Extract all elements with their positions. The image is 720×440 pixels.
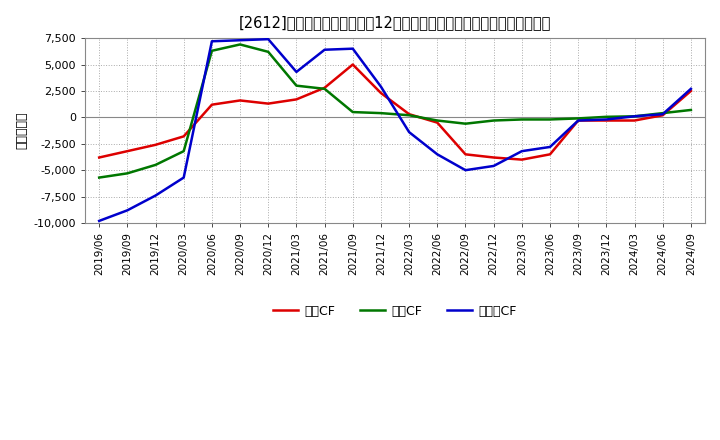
営業CF [377,90,385,95]
投資CF [348,110,357,115]
フリーCF [687,86,696,92]
投資CF [405,113,413,118]
営業CF [490,155,498,160]
投資CF [179,149,188,154]
投資CF [95,175,104,180]
フリーCF [518,149,526,154]
投資CF [235,42,244,47]
営業CF [207,102,216,107]
投資CF [320,86,329,92]
営業CF [658,113,667,118]
フリーCF [462,168,470,173]
営業CF [405,112,413,117]
営業CF [292,97,301,102]
投資CF [151,162,160,168]
フリーCF [658,112,667,117]
Line: 営業CF: 営業CF [99,65,691,160]
フリーCF [377,84,385,89]
Y-axis label: （百万円）: （百万円） [15,112,28,149]
投資CF [207,48,216,53]
投資CF [602,114,611,120]
フリーCF [292,69,301,74]
投資CF [292,83,301,88]
フリーCF [348,46,357,51]
フリーCF [123,208,132,213]
フリーCF [264,37,273,42]
営業CF [348,62,357,67]
Title: [2612]　キャッシュフローの12か月移動合計の対前年同期増減額の推移: [2612] キャッシュフローの12か月移動合計の対前年同期増減額の推移 [239,15,552,30]
フリーCF [235,37,244,43]
営業CF [320,85,329,90]
営業CF [602,118,611,123]
投資CF [658,110,667,116]
投資CF [574,116,582,121]
フリーCF [320,47,329,52]
投資CF [264,49,273,55]
フリーCF [433,152,441,157]
フリーCF [405,129,413,135]
営業CF [433,120,441,125]
フリーCF [151,193,160,198]
投資CF [518,117,526,122]
Legend: 営業CF, 投資CF, フリーCF: 営業CF, 投資CF, フリーCF [268,300,522,323]
営業CF [151,142,160,147]
Line: フリーCF: フリーCF [99,39,691,221]
投資CF [687,107,696,113]
フリーCF [546,144,554,150]
フリーCF [630,114,639,119]
投資CF [462,121,470,126]
営業CF [462,152,470,157]
投資CF [490,118,498,123]
営業CF [518,157,526,162]
Line: 投資CF: 投資CF [99,44,691,178]
営業CF [687,88,696,94]
フリーCF [95,218,104,224]
フリーCF [179,175,188,180]
営業CF [179,134,188,139]
投資CF [630,114,639,119]
営業CF [264,101,273,106]
投資CF [546,117,554,122]
投資CF [433,118,441,123]
投資CF [123,171,132,176]
営業CF [235,98,244,103]
営業CF [95,155,104,160]
営業CF [574,118,582,123]
フリーCF [574,118,582,123]
営業CF [630,118,639,123]
営業CF [123,149,132,154]
フリーCF [207,39,216,44]
営業CF [546,152,554,157]
フリーCF [490,163,498,169]
投資CF [377,110,385,116]
フリーCF [602,117,611,122]
